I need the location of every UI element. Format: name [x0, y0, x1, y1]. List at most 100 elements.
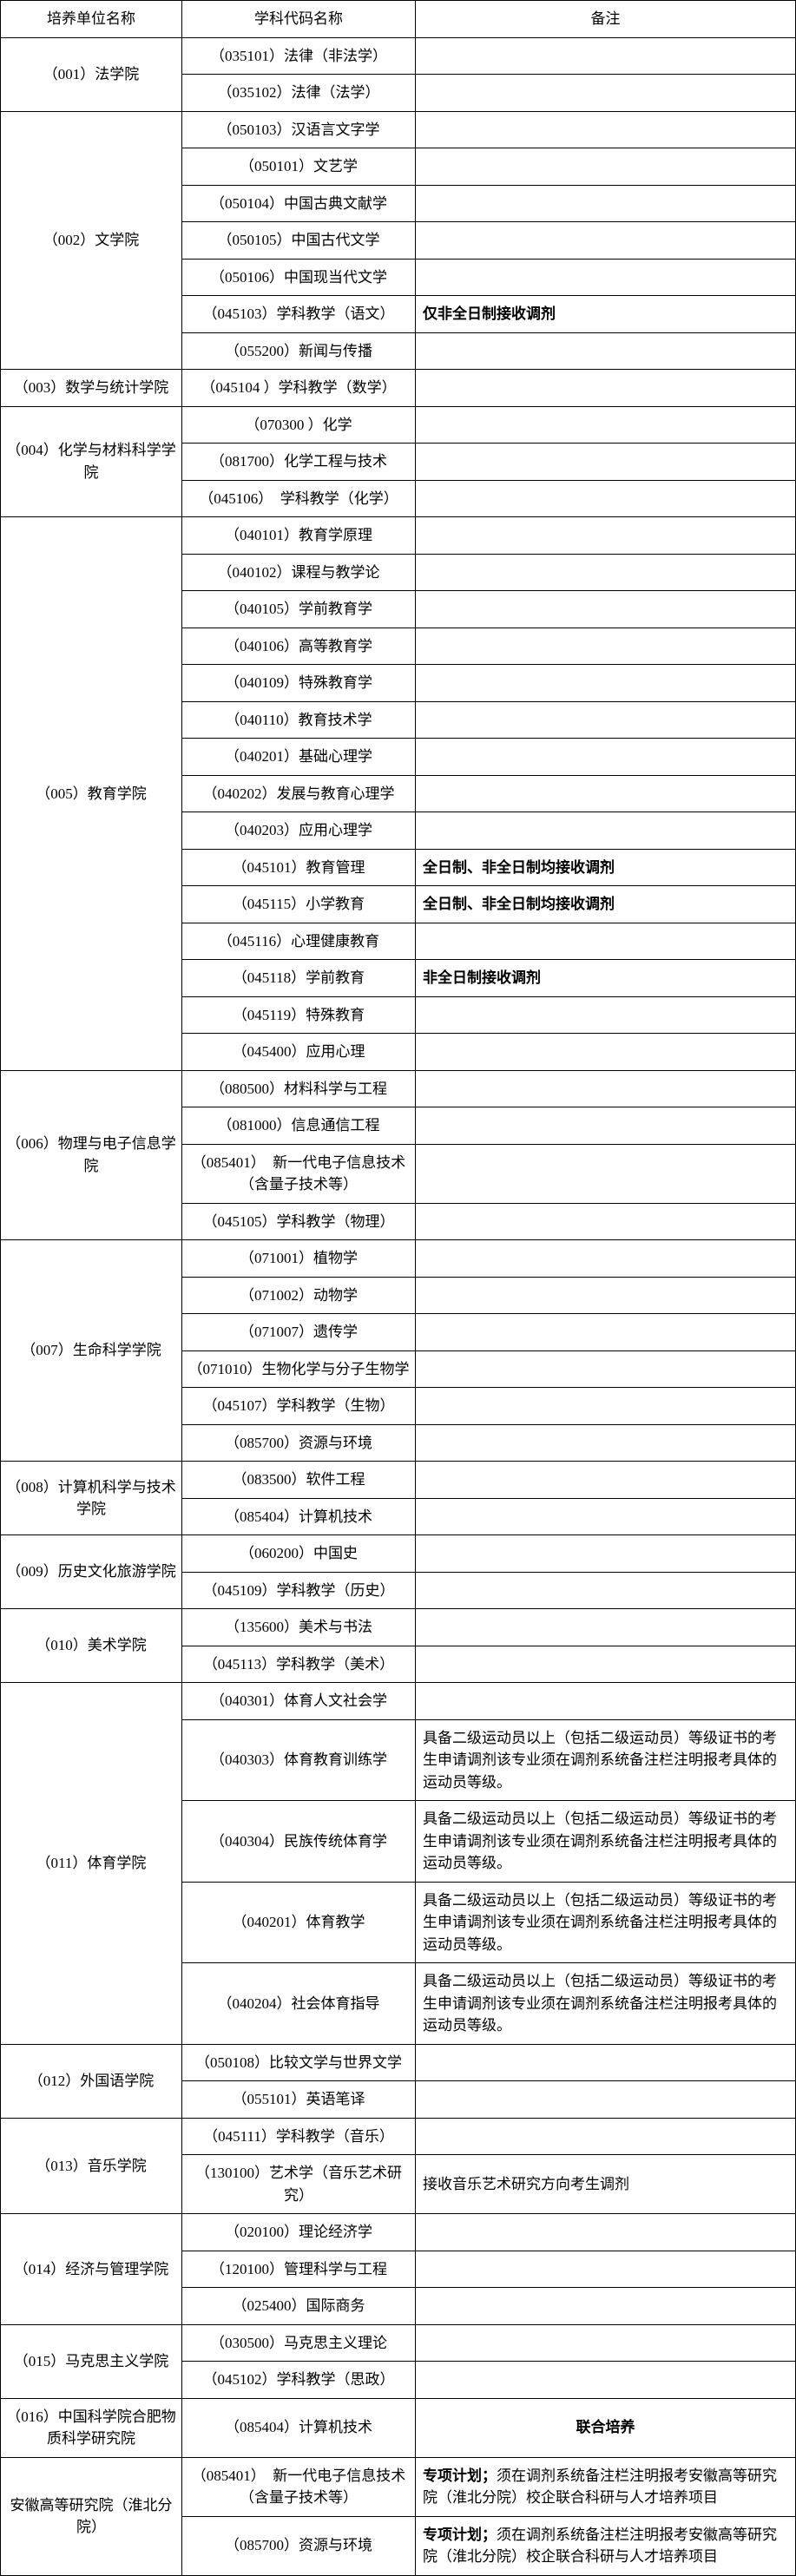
note-cell	[416, 1388, 796, 1425]
note-cell	[416, 1240, 796, 1278]
note-cell	[416, 1572, 796, 1609]
table-row: （002）文学院（050103）汉语言文字学	[1, 111, 796, 148]
note-cell	[416, 2288, 796, 2325]
note-cell	[416, 1144, 796, 1203]
subject-cell: （045103）学科教学（语文）	[182, 296, 416, 333]
note-cell	[416, 1498, 796, 1535]
note-cell	[416, 1277, 796, 1314]
table-row: （015）马克思主义学院（030500）马克思主义理论	[1, 2324, 796, 2362]
subject-cell: （083500）软件工程	[182, 1462, 416, 1499]
note-cell	[416, 148, 796, 186]
subject-cell: （040201）体育教学	[182, 1882, 416, 1963]
note-cell	[416, 406, 796, 444]
subject-cell: （085404）计算机技术	[182, 1498, 416, 1535]
note-cell	[416, 37, 796, 75]
subject-cell: （040109）特殊教育学	[182, 665, 416, 702]
subject-cell: （045101）教育管理	[182, 849, 416, 886]
note-cell	[416, 996, 796, 1034]
subject-cell: （040102）课程与教学论	[182, 554, 416, 591]
subject-cell: （055101）英语笔译	[182, 2081, 416, 2119]
unit-cell: （003）数学与统计学院	[1, 370, 182, 407]
subject-cell: （045106） 学科教学（化学）	[182, 480, 416, 517]
subject-cell: （035102）法律（法学）	[182, 75, 416, 112]
subject-cell: （045111）学科教学（音乐）	[182, 2118, 416, 2155]
note-cell: 具备二级运动员以上（包括二级运动员）等级证书的考生申请调剂该专业须在调剂系统备注…	[416, 1801, 796, 1883]
unit-cell: （013）音乐学院	[1, 2118, 182, 2214]
table-row: （007）生命科学学院（071001）植物学	[1, 1240, 796, 1278]
note-cell	[416, 1462, 796, 1499]
subject-cell: （040304）民族传统体育学	[182, 1801, 416, 1883]
subject-cell: （045115）小学教育	[182, 886, 416, 923]
note-cell	[416, 701, 796, 739]
unit-cell: （014）经济与管理学院	[1, 2214, 182, 2325]
note-cell	[416, 2214, 796, 2251]
unit-cell: （011）体育学院	[1, 1683, 182, 2045]
note-cell	[416, 1683, 796, 1720]
subject-cell: （050108）比较文学与世界文学	[182, 2044, 416, 2081]
subject-cell: （050104）中国古典文献学	[182, 185, 416, 222]
table-row: （008）计算机科学与技术学院（083500）软件工程	[1, 1462, 796, 1499]
note-cell	[416, 75, 796, 112]
note-cell	[416, 1646, 796, 1683]
subject-cell: （045105）学科教学（物理）	[182, 1203, 416, 1240]
note-cell	[416, 332, 796, 370]
subject-cell: （040101）教育学原理	[182, 517, 416, 555]
note-cell	[416, 628, 796, 665]
subject-cell: （081000）信息通信工程	[182, 1107, 416, 1145]
subject-cell: （071010）生物化学与分子生物学	[182, 1350, 416, 1388]
subject-cell: （070300 ）化学	[182, 406, 416, 444]
table-row: （006）物理与电子信息学院（080500）材料科学与工程	[1, 1070, 796, 1107]
note-cell: 接收音乐艺术研究方向考生调剂	[416, 2155, 796, 2214]
note-cell: 非全日制接收调剂	[416, 960, 796, 997]
header-subject: 学科代码名称	[182, 1, 416, 38]
unit-cell: （010）美术学院	[1, 1609, 182, 1683]
note-cell	[416, 444, 796, 481]
subject-cell: （050103）汉语言文字学	[182, 111, 416, 148]
subject-cell: （020100）理论经济学	[182, 2214, 416, 2251]
note-cell	[416, 2251, 796, 2288]
note-cell: 仅非全日制接收调剂	[416, 296, 796, 333]
subject-cell: （040105）学前教育学	[182, 591, 416, 628]
unit-cell: 安徽高等研究院（淮北分院）	[1, 2457, 182, 2575]
note-cell	[416, 2362, 796, 2399]
note-cell	[416, 554, 796, 591]
subject-cell: （130100）艺术学（音乐艺术研究）	[182, 2155, 416, 2214]
note-cell	[416, 1107, 796, 1145]
note-cell	[416, 775, 796, 812]
subject-cell: （045400）应用心理	[182, 1034, 416, 1071]
subject-cell: （045109）学科教学（历史）	[182, 1572, 416, 1609]
unit-cell: （002）文学院	[1, 111, 182, 370]
unit-cell: （008）计算机科学与技术学院	[1, 1462, 182, 1535]
note-cell	[416, 2081, 796, 2119]
unit-cell: （012）外国语学院	[1, 2044, 182, 2118]
table-container: 培养单位名称 学科代码名称 备注 （001）法学院（035101）法律（非法学）…	[0, 0, 796, 2576]
table-row: （013）音乐学院（045111）学科教学（音乐）	[1, 2118, 796, 2155]
table-row: （010）美术学院（135600）美术与书法	[1, 1609, 796, 1646]
unit-cell: （004）化学与材料科学学院	[1, 406, 182, 517]
note-cell	[416, 1609, 796, 1646]
subject-cell: （055200）新闻与传播	[182, 332, 416, 370]
unit-cell: （006）物理与电子信息学院	[1, 1070, 182, 1240]
subject-cell: （025400）国际商务	[182, 2288, 416, 2325]
subject-cell: （045102）学科教学（思政）	[182, 2362, 416, 2399]
subject-cell: （045119）特殊教育	[182, 996, 416, 1034]
table-row: （001）法学院（035101）法律（非法学）	[1, 37, 796, 75]
note-cell: 专项计划；须在调剂系统备注栏注明报考安徽高等研究院（淮北分院）校企联合科研与人才…	[416, 2457, 796, 2516]
note-cell	[416, 1034, 796, 1071]
subject-cell: （085401） 新一代电子信息技术（含量子技术等）	[182, 2457, 416, 2516]
note-cell	[416, 591, 796, 628]
table-body: （001）法学院（035101）法律（非法学）（035102）法律（法学）（00…	[1, 37, 796, 2575]
subject-cell: （040106）高等教育学	[182, 628, 416, 665]
note-cell: 具备二级运动员以上（包括二级运动员）等级证书的考生申请调剂该专业须在调剂系统备注…	[416, 1719, 796, 1801]
note-cell: 联合培养	[416, 2398, 796, 2457]
subject-cell: （120100）管理科学与工程	[182, 2251, 416, 2288]
header-note: 备注	[416, 1, 796, 38]
table-row: （003）数学与统计学院（045104 ）学科教学（数学）	[1, 370, 796, 407]
subject-cell: （135600）美术与书法	[182, 1609, 416, 1646]
unit-cell: （009）历史文化旅游学院	[1, 1535, 182, 1609]
main-table: 培养单位名称 学科代码名称 备注 （001）法学院（035101）法律（非法学）…	[0, 0, 796, 2576]
header-unit: 培养单位名称	[1, 1, 182, 38]
subject-cell: （040203）应用心理学	[182, 812, 416, 850]
note-cell	[416, 1535, 796, 1573]
table-row: （012）外国语学院（050108）比较文学与世界文学	[1, 2044, 796, 2081]
